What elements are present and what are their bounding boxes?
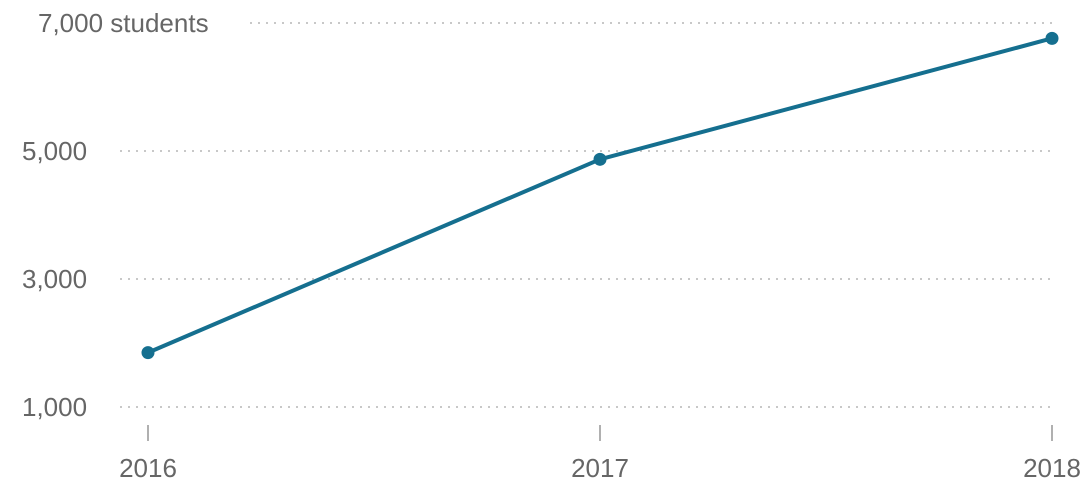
x-tick-label: 2016 (119, 453, 177, 483)
y-tick-label: 5,000 (22, 136, 87, 166)
series-line (146, 36, 1054, 355)
data-point-2017 (593, 152, 607, 166)
data-point-2016 (141, 346, 155, 360)
y-tick-label: 1,000 (22, 392, 87, 422)
x-tick-label: 2017 (571, 453, 629, 483)
y-tick-label: 3,000 (22, 264, 87, 294)
x-axis: 2016 2017 2018 (119, 425, 1081, 483)
series-line-group (141, 31, 1059, 360)
data-point-2018 (1045, 31, 1059, 45)
x-tick-label: 2018 (1023, 453, 1081, 483)
y-axis-tick-labels: 7,000 students 5,000 3,000 1,000 (22, 8, 209, 422)
y-tick-label: 7,000 students (38, 8, 209, 38)
gridlines (120, 22, 1054, 408)
